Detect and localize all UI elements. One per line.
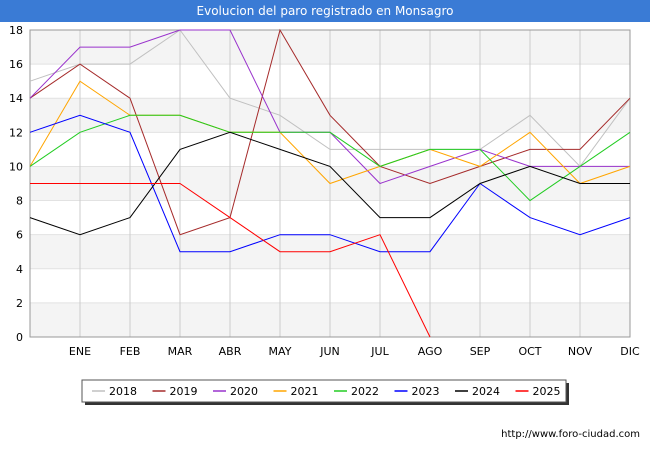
- x-tick-label: FEB: [120, 345, 141, 358]
- y-tick-label: 10: [9, 160, 23, 173]
- x-tick-label: MAY: [269, 345, 292, 358]
- y-tick-label: 12: [9, 126, 23, 139]
- legend-label-2025: 2025: [533, 385, 561, 398]
- x-tick-label: MAR: [168, 345, 193, 358]
- series-line-2022: [29, 114, 631, 202]
- y-axis-tick-labels: 0 2 4 6 8 10 12 14 16 18: [9, 24, 23, 344]
- x-tick-label: AGO: [418, 345, 443, 358]
- legend-label-2024: 2024: [472, 385, 500, 398]
- x-tick-label: ABR: [219, 345, 242, 358]
- series-line-2023: [29, 114, 631, 253]
- y-tick-label: 16: [9, 58, 23, 71]
- series-line-2025: [30, 183, 431, 338]
- x-tick-label: NOV: [568, 345, 593, 358]
- footer-url: http://www.foro-ciudad.com: [501, 429, 640, 440]
- x-tick-label: JUN: [319, 345, 340, 358]
- y-tick-label: 18: [9, 24, 23, 37]
- x-tick-label: OCT: [518, 345, 541, 358]
- series-line-2024: [29, 131, 630, 236]
- legend-label-2020: 2020: [230, 385, 258, 398]
- x-tick-label: SEP: [470, 345, 491, 358]
- y-tick-label: 4: [16, 263, 23, 276]
- x-axis-tick-labels: ENE FEB MAR ABR MAY JUN JUL AGO SEP OCT NOV DIC: [69, 345, 640, 358]
- legend-box: [81, 379, 567, 403]
- y-tick-label: 0: [16, 331, 23, 344]
- x-tick-label: ENE: [69, 345, 91, 358]
- legend-label-2022: 2022: [351, 385, 379, 398]
- legend-label-2021: 2021: [291, 385, 319, 398]
- chart-title: Evolucion del paro registrado en Monsagr…: [0, 0, 650, 22]
- y-tick-label: 14: [9, 92, 23, 105]
- series-line-2019: [29, 28, 631, 236]
- series-lines: [29, 28, 631, 338]
- x-tick-label: JUL: [370, 345, 389, 358]
- series-line-2018: [29, 29, 631, 168]
- legend: 2018 2019 2020 2021 2022 2023 2024 2025: [81, 379, 569, 405]
- legend-label-2019: 2019: [170, 385, 198, 398]
- y-tick-label: 6: [16, 229, 23, 242]
- y-tick-label: 2: [16, 297, 23, 310]
- legend-label-2023: 2023: [412, 385, 440, 398]
- legend-label-2018: 2018: [109, 385, 137, 398]
- x-tick-label: DIC: [620, 345, 640, 358]
- y-tick-label: 8: [16, 195, 23, 208]
